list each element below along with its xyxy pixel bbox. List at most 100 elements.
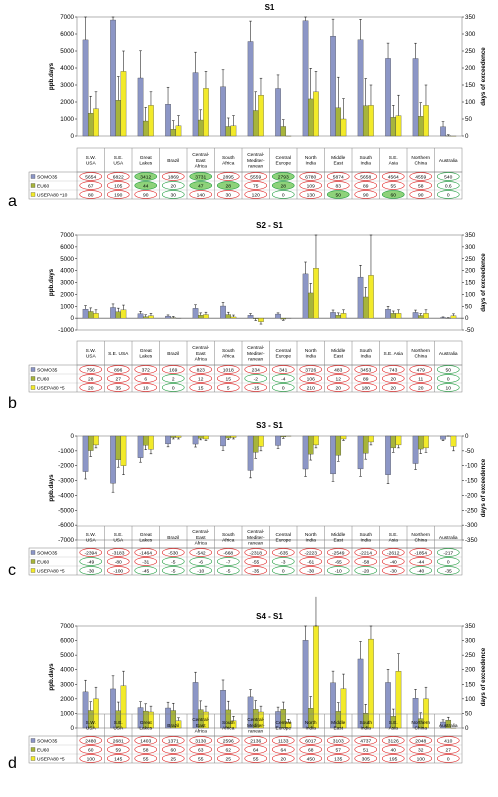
- y2-tick-label: 250: [465, 48, 476, 55]
- category-label: East: [196, 535, 206, 541]
- category-label: South: [359, 720, 372, 726]
- value-ellipse: [106, 383, 130, 392]
- value-ellipse: [271, 190, 295, 199]
- table-value: 60: [391, 192, 397, 198]
- category-label: Central-: [247, 152, 264, 158]
- category-label: East: [196, 723, 206, 729]
- bar-somo35: [275, 435, 281, 446]
- category-label: USA: [86, 538, 97, 544]
- table-body: [28, 364, 463, 393]
- value-ellipse: [409, 374, 433, 383]
- legend-swatch-eu60: [30, 376, 36, 381]
- category-label: Europe: [276, 726, 292, 732]
- bar-somo35: [357, 658, 364, 729]
- table-value: 90: [143, 192, 149, 198]
- category-label: USA: [113, 726, 124, 732]
- legend-label-somo35: SOMO35: [37, 738, 58, 744]
- table-value: 2480: [85, 738, 96, 744]
- table-value: 3726: [305, 367, 316, 373]
- bar-somo35: [220, 435, 226, 447]
- y-tick-label: 0: [71, 315, 75, 322]
- bar-somo35: [110, 307, 116, 319]
- bar-usepa80: [148, 105, 154, 137]
- bar-somo35: [412, 435, 419, 464]
- bar-somo35: [412, 312, 419, 319]
- table-value: 25: [171, 756, 177, 762]
- value-ellipse: [79, 566, 103, 575]
- table-value: -668: [223, 550, 233, 556]
- bar-usepa80: [368, 435, 374, 443]
- value-ellipse: [354, 190, 378, 199]
- category-label: Europe: [276, 538, 292, 544]
- table-value: 1371: [168, 738, 179, 744]
- value-ellipse: [106, 557, 130, 566]
- value-ellipse: [436, 383, 460, 392]
- bar-usepa80: [368, 638, 374, 729]
- chart-panel-b: S2 - S1-10000100020003000400050006000700…: [8, 221, 487, 412]
- value-ellipse: [216, 365, 240, 374]
- table-value: -100: [113, 568, 123, 574]
- value-ellipse: [299, 181, 323, 190]
- table-value: -3183: [112, 550, 125, 556]
- table-value: 15: [198, 385, 204, 391]
- bar-somo35: [330, 312, 336, 319]
- value-ellipse: [189, 566, 213, 575]
- bar-usepa80: [258, 435, 264, 447]
- table-value: 0: [447, 192, 450, 198]
- category-label: Australia: [439, 158, 458, 164]
- table-value: 100: [87, 756, 95, 762]
- y2-tick-label: 200: [465, 667, 476, 674]
- table-value: -5: [171, 568, 176, 574]
- chart-panel-c: S3 - S1-7000-6000-5000-4000-3000-2000-10…: [8, 421, 487, 579]
- table-value: 27: [446, 747, 452, 753]
- bar-usepa80: [93, 313, 99, 319]
- table-value: 55: [391, 183, 397, 189]
- bar-usepa80: [258, 95, 264, 137]
- bar-eu60: [170, 129, 177, 137]
- value-ellipse: [381, 181, 405, 190]
- table-value: 10: [143, 385, 149, 391]
- y-tick-label: -1000: [58, 448, 74, 455]
- value-ellipse: [134, 557, 158, 566]
- value-ellipse: [189, 383, 213, 392]
- value-ellipse: [134, 566, 158, 575]
- table-value: 90: [363, 192, 369, 198]
- y2-tick-label: -350: [465, 537, 478, 544]
- table-value: -4: [281, 376, 286, 382]
- y-tick-label: 5000: [60, 256, 74, 263]
- table-value: -30: [87, 568, 94, 574]
- table-value: 2793: [278, 174, 289, 180]
- table-value: 0: [447, 559, 450, 565]
- legend-label-usepa80: USEPA80 *5: [37, 385, 65, 391]
- table-value: 135: [334, 756, 342, 762]
- bar-somo35: [192, 72, 199, 137]
- bar-somo35: [357, 435, 364, 470]
- table-value: 6822: [113, 174, 124, 180]
- bar-eu60: [252, 110, 259, 137]
- value-ellipse: [326, 374, 350, 383]
- table-value: 67: [88, 183, 94, 189]
- bar-eu60: [362, 435, 369, 454]
- category-label: East: [333, 161, 343, 167]
- value-ellipse: [381, 190, 405, 199]
- value-ellipse: [134, 383, 158, 392]
- bar-somo35: [165, 435, 171, 445]
- category-label: USA: [86, 354, 97, 360]
- y2-tick-label: 150: [465, 280, 476, 287]
- legend-label-usepa80: USEPA80 *10: [37, 192, 68, 198]
- value-ellipse: [271, 383, 295, 392]
- bar-eu60: [280, 435, 287, 438]
- bar-usepa80: [148, 435, 154, 450]
- category-label: ranean: [248, 163, 263, 169]
- value-ellipse: [106, 736, 130, 745]
- table-value: 55: [143, 756, 149, 762]
- y-tick-label: 1000: [60, 710, 74, 717]
- bar-somo35: [385, 58, 391, 137]
- legend-label-eu60: EU60: [37, 183, 50, 189]
- chart-title: S3 - S1: [256, 421, 283, 430]
- value-ellipse: [381, 365, 405, 374]
- y-tick-label: 7000: [60, 232, 74, 239]
- legend-swatch-somo35: [30, 738, 36, 743]
- value-ellipse: [106, 754, 130, 763]
